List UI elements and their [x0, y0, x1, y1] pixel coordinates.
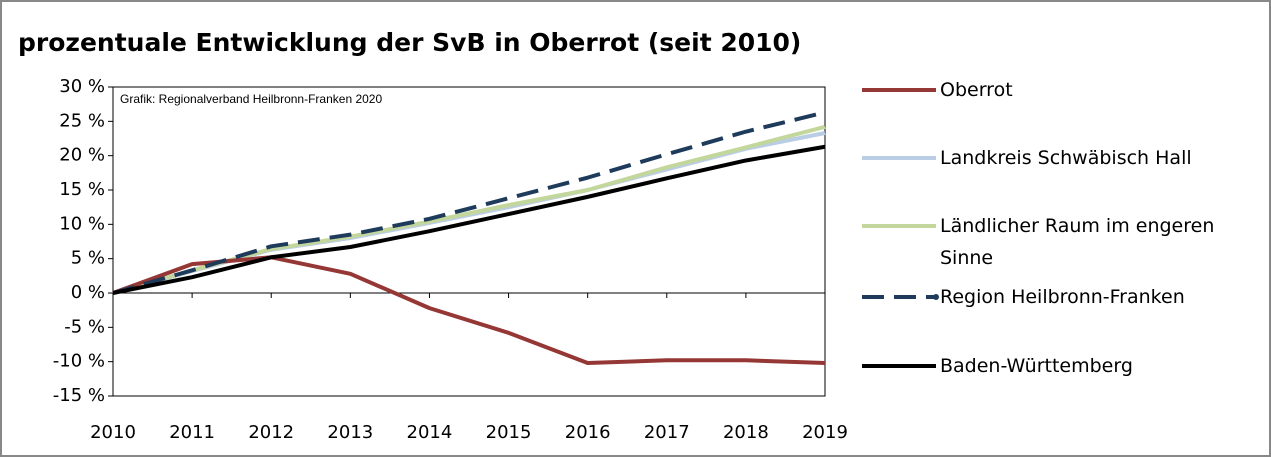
legend-item: Oberrot	[862, 74, 1260, 106]
y-tick-label: 10 %	[59, 213, 105, 234]
legend-swatch	[862, 364, 936, 368]
series-line	[112, 255, 826, 366]
series-line	[112, 110, 826, 295]
legend-item: Ländlicher Raum im engeren Sinne	[862, 210, 1260, 274]
y-tick-label: 5 %	[71, 248, 105, 269]
y-tick-label: -15 %	[53, 385, 105, 406]
annotation: Grafik: Regionalverband Heilbronn-Franke…	[120, 92, 382, 106]
legend-label: Region Heilbronn-Franken	[940, 286, 1185, 308]
legend-label: Ländlicher Raum im engeren Sinne	[940, 215, 1215, 269]
legend-label: Baden-Württemberg	[940, 355, 1133, 377]
y-tick-label: 25 %	[59, 110, 105, 131]
x-tick-label: 2017	[644, 422, 690, 443]
legend-swatch	[862, 88, 936, 92]
x-tick-label: 2015	[486, 422, 532, 443]
legend-label: Oberrot	[940, 79, 1013, 101]
x-tick-label: 2019	[802, 422, 848, 443]
x-tick-label: 2014	[407, 422, 453, 443]
x-tick-label: 2010	[90, 422, 136, 443]
x-tick-label: 2018	[723, 422, 769, 443]
x-tick-label: 2013	[327, 422, 373, 443]
x-tick-label: 2016	[565, 422, 611, 443]
y-tick-label: 30 %	[59, 76, 105, 97]
legend-label: Landkreis Schwäbisch Hall	[940, 147, 1192, 169]
legend-item: Region Heilbronn-Franken	[862, 281, 1260, 313]
y-tick-label: 15 %	[59, 179, 105, 200]
legend-swatch	[862, 224, 936, 228]
plot-area	[112, 86, 826, 397]
legend-item: Landkreis Schwäbisch Hall	[862, 142, 1260, 174]
y-tick-label: 0 %	[71, 282, 105, 303]
chart-title: prozentuale Entwicklung der SvB in Oberr…	[18, 28, 801, 57]
legend-swatch	[862, 294, 939, 300]
x-tick-label: 2011	[169, 422, 215, 443]
legend-swatch	[862, 156, 936, 160]
y-tick-label: -5 %	[64, 316, 105, 337]
y-tick-label: -10 %	[53, 351, 105, 372]
x-tick-label: 2012	[248, 422, 294, 443]
series-line	[112, 144, 826, 295]
legend-dot	[933, 294, 939, 300]
legend-item: Baden-Württemberg	[862, 350, 1260, 382]
y-tick-label: 20 %	[59, 145, 105, 166]
